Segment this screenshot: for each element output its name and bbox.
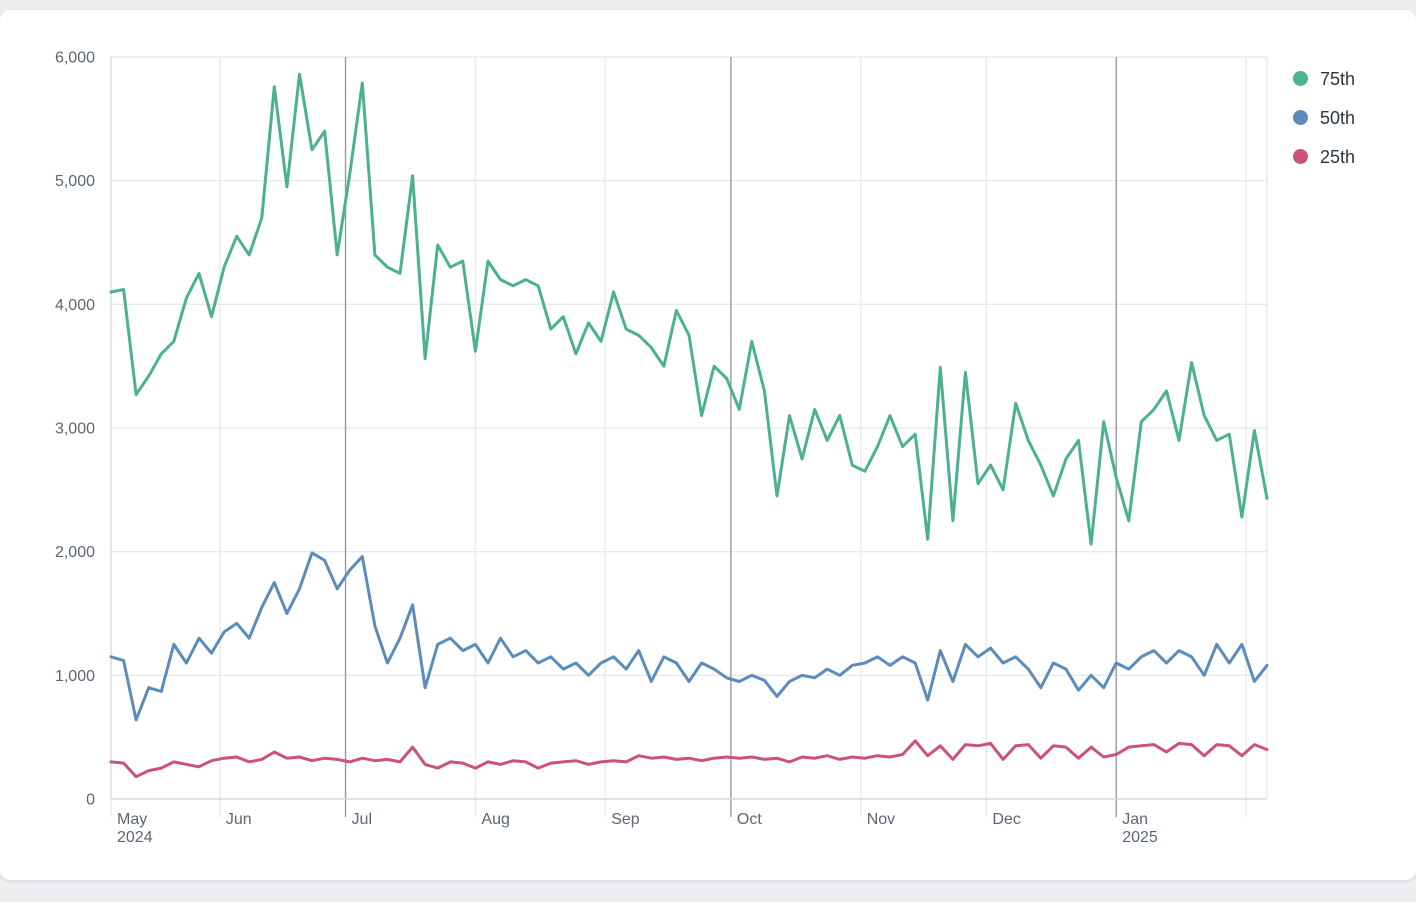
x-axis-tick-label: May bbox=[117, 811, 147, 828]
x-axis-tick-label: Oct bbox=[737, 811, 762, 828]
legend-item-label: 25th bbox=[1320, 146, 1356, 167]
series-line-25th bbox=[109, 739, 1269, 779]
x-axis-tick-label: Dec bbox=[992, 811, 1020, 828]
x-axis-tick-label: Nov bbox=[867, 811, 895, 828]
y-axis-tick-label: 3,000 bbox=[55, 421, 95, 438]
legend-item-label: 75th bbox=[1320, 68, 1356, 89]
x-axis-tick-label: Jun bbox=[226, 811, 252, 828]
legend-item-75th[interactable]: 75th bbox=[1293, 64, 1355, 93]
series-line-50th bbox=[109, 551, 1269, 722]
percentile-line-chart: 0 1,000 2,000 3,000 4,000 5,000 6,000 May 2024 Ju… bbox=[0, 10, 1416, 880]
legend-item-label: 50th bbox=[1320, 107, 1356, 128]
x-axis-tick-label: Jan bbox=[1122, 811, 1148, 828]
y-axis-tick-label: 5,000 bbox=[55, 173, 95, 190]
y-axis-tick-label: 4,000 bbox=[55, 297, 95, 314]
chart-card: 0 1,000 2,000 3,000 4,000 5,000 6,000 May 2024 Ju… bbox=[0, 10, 1416, 880]
y-axis-tick-label: 2,000 bbox=[55, 544, 95, 561]
legend-marker-icon bbox=[1293, 149, 1308, 164]
y-axis-tick-label: 0 bbox=[86, 792, 95, 809]
legend-item-25th[interactable]: 25th bbox=[1293, 142, 1355, 171]
y-axis-tick-label: 1,000 bbox=[55, 668, 95, 685]
x-axis-tick-label: Jul bbox=[352, 811, 372, 828]
legend-marker-icon bbox=[1293, 71, 1308, 86]
legend-marker-icon bbox=[1293, 110, 1308, 125]
y-axis-tick-label: 6,000 bbox=[55, 50, 95, 67]
series-line-75th bbox=[109, 72, 1269, 546]
x-axis-tick-sublabel: 2024 bbox=[117, 829, 153, 846]
x-axis-tick-label: Aug bbox=[481, 811, 509, 828]
chart-legend: 75th 50th 25th bbox=[1293, 64, 1355, 171]
legend-item-50th[interactable]: 50th bbox=[1293, 103, 1355, 132]
x-axis-tick-sublabel: 2025 bbox=[1122, 829, 1158, 846]
x-axis-tick-label: Sep bbox=[611, 811, 640, 828]
